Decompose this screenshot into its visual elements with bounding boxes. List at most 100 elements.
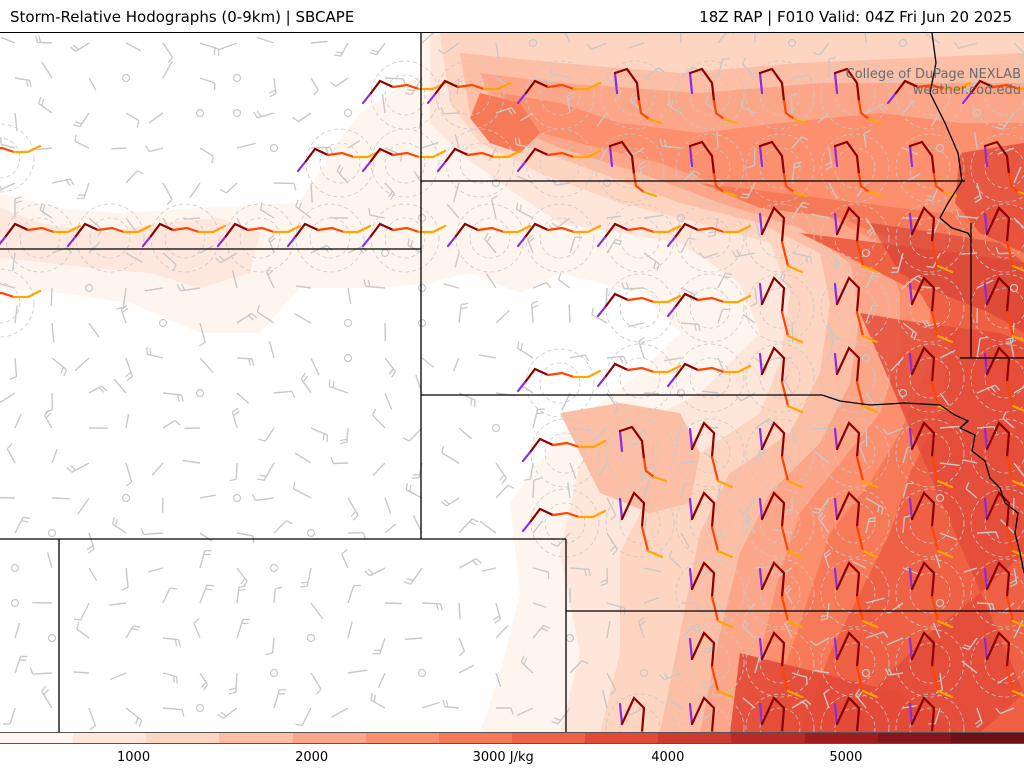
hodograph (666, 343, 752, 413)
hodograph-segment (446, 234, 458, 248)
hodograph-segment (608, 144, 614, 168)
hodograph-segment (216, 234, 228, 248)
hodograph-segment (985, 346, 1011, 384)
hodograph-segment (908, 212, 914, 236)
wind-barb (236, 142, 256, 149)
hodograph (886, 60, 972, 130)
wind-barb (738, 497, 756, 514)
calm-wind-marker (84, 283, 94, 293)
wind-barb (750, 287, 758, 307)
wind-barb (328, 379, 349, 394)
hodograph-segment (758, 71, 764, 95)
hodograph (521, 488, 607, 558)
wind-barb (0, 182, 16, 191)
hodograph-segment (12, 144, 42, 154)
wind-barb (292, 481, 312, 499)
wind-barb (479, 520, 497, 534)
wind-barb (14, 655, 28, 674)
cape-contour (0, 208, 260, 288)
hodograph-segment (983, 144, 989, 168)
wind-barb (199, 322, 206, 347)
wind-barb (754, 33, 756, 44)
wind-barb (1013, 386, 1024, 394)
wind-barb (14, 516, 31, 534)
wind-barb (12, 252, 16, 271)
hodograph-segment (652, 364, 682, 374)
hodograph-segment (572, 369, 602, 379)
hodograph-segment (52, 224, 82, 234)
hodograph (820, 693, 890, 733)
hodograph-segment (758, 427, 764, 451)
hodograph-segment (780, 595, 790, 623)
wind-barb (162, 61, 173, 79)
wind-barb (74, 357, 90, 372)
wind-barb (1013, 462, 1024, 478)
wind-barb (680, 602, 701, 611)
hodograph-segment (833, 352, 839, 376)
hodograph-segment (942, 81, 972, 91)
hodograph-segment (867, 190, 883, 198)
hodograph (666, 203, 752, 273)
hodograph-segment (712, 99, 726, 121)
wind-barb (452, 357, 460, 372)
wind-barb (783, 374, 793, 394)
cape-fill-layer (0, 33, 1024, 733)
wind-barb (602, 689, 608, 709)
hodograph-segment (122, 224, 152, 234)
wind-barb (162, 392, 184, 402)
hodograph-segment (666, 234, 678, 248)
map-panel[interactable]: College of DuPage NEXLAB weather.cod.edu (0, 32, 1024, 733)
wind-barb (716, 131, 719, 149)
hodograph-segment (835, 206, 861, 244)
wind-barb (963, 567, 978, 573)
wind-barb (527, 234, 535, 254)
cape-contour (730, 653, 960, 733)
colorbar-tick-label: 3000 J/kg (472, 750, 534, 765)
wind-barb (347, 140, 361, 149)
hodograph-segment (0, 146, 16, 154)
hodograph-segment (786, 404, 804, 414)
wind-barb (66, 462, 90, 473)
wind-barb (564, 33, 571, 44)
wind-barb (50, 287, 53, 306)
wind-barb (532, 408, 545, 429)
hodograph-segment (910, 276, 936, 314)
wind-barb (148, 567, 164, 573)
wind-barb (630, 427, 645, 446)
colorbar-segment (219, 733, 293, 743)
colorbar-tick-label: 5000 (829, 750, 863, 765)
hodograph-segment (833, 140, 861, 176)
hodograph-segment (690, 631, 716, 669)
wind-barb (76, 622, 90, 639)
wind-barb (495, 672, 502, 688)
hodograph-segment (96, 226, 126, 234)
hodograph-segment (983, 427, 989, 451)
hodograph-segment (760, 696, 786, 733)
hodograph-segment (855, 455, 865, 483)
cape-contour (850, 313, 1024, 733)
hodograph-segment (722, 190, 738, 198)
hodograph-segment (246, 226, 276, 234)
wind-barb (643, 392, 660, 395)
hodograph-segment (466, 151, 496, 159)
wind-barb (381, 93, 386, 114)
wind-barb (791, 201, 810, 219)
hodograph-segment (369, 79, 395, 95)
wind-barb (268, 234, 276, 254)
wind-barb (532, 602, 547, 609)
calm-wind-marker (195, 388, 205, 398)
wind-barb (922, 319, 941, 328)
wind-barb (532, 281, 552, 289)
wind-barb (384, 602, 403, 605)
wind-barb (458, 427, 473, 440)
hodograph-segment (833, 67, 861, 103)
wind-barb (458, 392, 476, 408)
wind-barb (273, 390, 296, 399)
hodograph-segment (936, 479, 954, 489)
hodograph-segment (572, 224, 602, 234)
hodograph-segment (985, 421, 1011, 459)
hodograph-segment (604, 292, 630, 308)
wind-barb (864, 33, 867, 44)
wind-barb (890, 252, 904, 274)
hodograph (820, 488, 890, 559)
